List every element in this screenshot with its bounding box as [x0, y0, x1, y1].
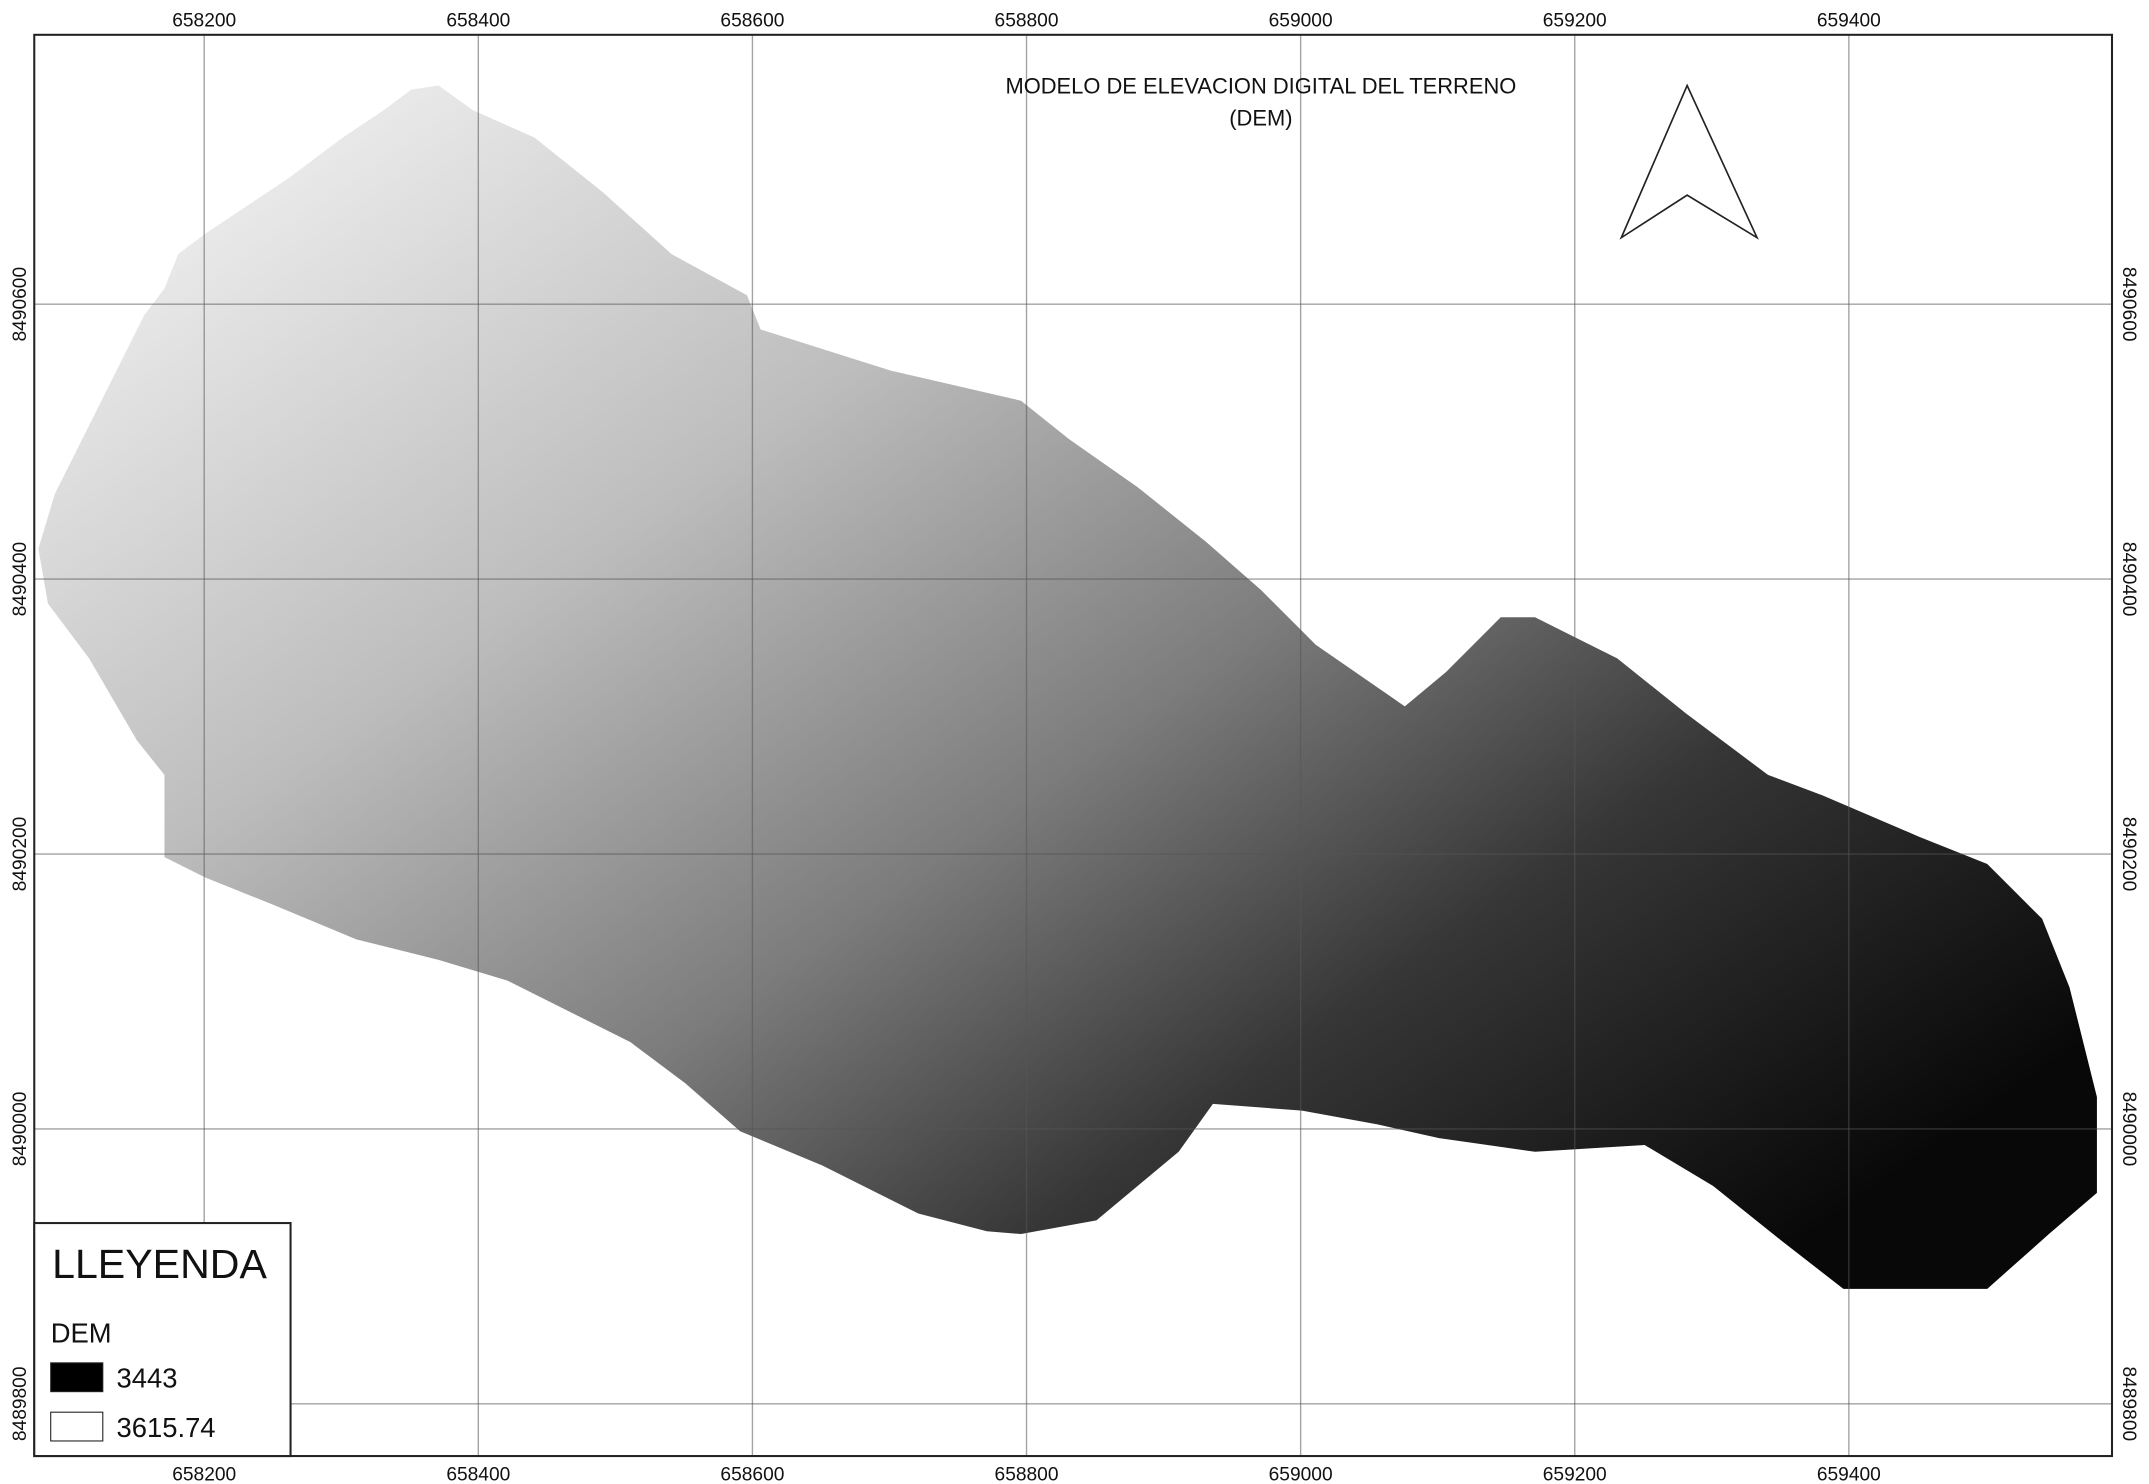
- y-tick-label: 8490200: [10, 817, 31, 892]
- y-tick-label: 8490200: [2118, 817, 2139, 892]
- map-title: MODELO DE ELEVACION DIGITAL DEL TERRENO: [1005, 74, 1516, 99]
- legend-title: LLEYENDA: [52, 1241, 267, 1287]
- y-tick-label: 8490600: [10, 267, 31, 342]
- x-tick-label: 658400: [446, 11, 510, 32]
- x-tick-label: 658400: [446, 1465, 510, 1484]
- map: MODELO DE ELEVACION DIGITAL DEL TERRENO …: [0, 0, 2149, 1484]
- x-tick-label: 659000: [1269, 11, 1333, 32]
- map-subtitle: (DEM): [1229, 105, 1292, 130]
- y-tick-label: 8490600: [2118, 267, 2139, 342]
- x-tick-label: 658800: [995, 1465, 1059, 1484]
- y-tick-label: 8490000: [2118, 1092, 2139, 1167]
- legend-layer: DEM: [51, 1317, 112, 1348]
- legend: LLEYENDA DEM 3443 3615.74: [34, 1223, 290, 1456]
- legend-label: 3443: [116, 1363, 177, 1394]
- y-tick-label: 8489800: [2118, 1366, 2139, 1441]
- legend-swatch: [51, 1412, 103, 1441]
- x-tick-label: 659400: [1817, 11, 1881, 32]
- y-tick-label: 8490400: [10, 542, 31, 617]
- y-tick-label: 8490400: [2118, 542, 2139, 617]
- x-tick-label: 658600: [720, 1465, 784, 1484]
- x-tick-label: 659200: [1543, 11, 1607, 32]
- y-tick-label: 8490000: [10, 1092, 31, 1167]
- legend-swatch: [51, 1363, 103, 1392]
- x-tick-label: 658200: [172, 1465, 236, 1484]
- legend-label: 3615.74: [116, 1412, 215, 1443]
- x-tick-label: 659400: [1817, 1465, 1881, 1484]
- x-tick-label: 659000: [1269, 1465, 1333, 1484]
- x-tick-label: 658800: [995, 11, 1059, 32]
- x-tick-label: 658200: [172, 11, 236, 32]
- x-tick-label: 659200: [1543, 1465, 1607, 1484]
- x-tick-label: 658600: [720, 11, 784, 32]
- y-tick-label: 8489800: [10, 1366, 31, 1441]
